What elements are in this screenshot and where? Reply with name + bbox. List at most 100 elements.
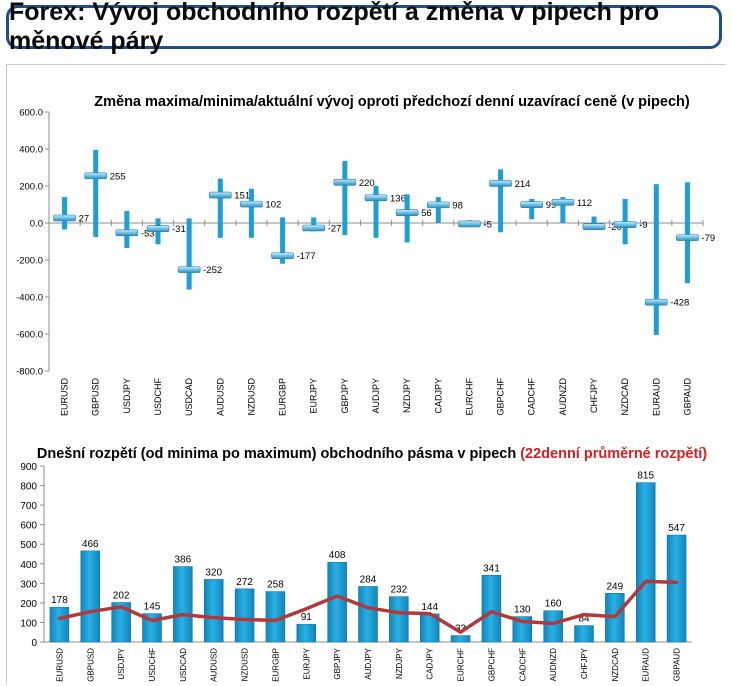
chart2-x-tick-label: EURAUD: [642, 648, 651, 682]
chart1-data-label: 112: [577, 198, 592, 209]
chart1-y-tick-label: -200.0: [16, 256, 43, 267]
chart1-range-bar: [529, 198, 535, 220]
chart2-range-bar: [481, 575, 502, 643]
chart1-range-bar: [684, 182, 690, 284]
chart2-data-label: 466: [82, 539, 99, 550]
chart1-current-marker: [240, 200, 263, 208]
chart2-data-label: 144: [421, 602, 438, 613]
page-title: Forex: Vývoj obchodního rozpětí a změna …: [9, 0, 660, 55]
chart2-y-tick-label: 900: [20, 462, 37, 473]
chart1-marks: 27 255 -53 -31 -252 151 102 -177 -27 220 136 56 98 -5…: [53, 149, 715, 335]
chart1-y-tick-label: -400.0: [16, 293, 43, 304]
chart1-current-marker: [426, 201, 450, 209]
chart1-current-marker: [115, 229, 139, 237]
chart1-current-marker: [146, 225, 170, 233]
chart1-current-marker: [271, 252, 294, 260]
chart2-data-label: 284: [360, 574, 377, 585]
chart1-current-marker: [676, 234, 699, 241]
chart1-current-marker: [520, 201, 544, 208]
chart2-data-label: 408: [329, 550, 346, 561]
chart2-x-tick-label: EURUSD: [55, 648, 64, 682]
chart1-range-bar: [217, 178, 223, 238]
chart1-range-bar: [591, 216, 597, 229]
chart1-y-tick-label: 0.0: [30, 219, 43, 230]
chart1-x-tick-label: AUDUSD: [215, 378, 225, 417]
chart2-data-label: 815: [637, 471, 654, 482]
chart1-x-tick-label: GBPJPY: [340, 378, 350, 414]
chart2-data-label: 91: [301, 612, 313, 623]
chart1-range-bar: [62, 197, 68, 230]
chart2-x-tick-label: AUDJPY: [364, 647, 373, 679]
chart1-x-tick-label: USDCHF: [153, 377, 163, 415]
chart1-data-label: -27: [328, 223, 342, 234]
chart2-range-bar: [49, 606, 70, 643]
chart2-x-tick-label: AUDNZD: [549, 648, 558, 682]
chart2-range-bar: [389, 596, 409, 643]
chart1-current-marker: [302, 224, 326, 232]
chart1-range-bar: [498, 169, 504, 233]
chart1-current-marker: [333, 179, 357, 186]
chart1-x-tick-label: NZDCAD: [620, 378, 630, 416]
chart1-data-label: 99: [546, 200, 557, 211]
chart2-data-label: 320: [205, 567, 222, 578]
chart2-x-tick-label: NZDUSD: [241, 648, 250, 682]
chart2-x-tick-label: CADCHF: [518, 648, 527, 681]
chart2-data-label: 33: [455, 624, 467, 635]
chart2-axes: 900 800 700 600 500 400 300 200 100 0 EURUSD GBPUSD…: [20, 462, 692, 682]
chart1-data-label: -79: [701, 233, 715, 244]
chart1-x-tick-label: AUDNZD: [558, 378, 568, 416]
chart2-range-bar: [80, 550, 101, 643]
chart2-y-tick-label: 0: [31, 638, 37, 649]
chart2-data-label: 202: [113, 590, 130, 601]
chart2-range-bar: [296, 623, 317, 643]
header-banner: Forex: Vývoj obchodního rozpětí a změna …: [6, 0, 722, 55]
chart2-x-tick-label: CHFJPY: [580, 647, 589, 679]
chart1-x-tick-label: CADJPY: [433, 378, 443, 414]
chart2-marks: 178 466 202 145 386 320 272 258 91 408 284 232 144 33…: [49, 471, 687, 643]
chart1-range-bar: [248, 188, 254, 238]
chart2-y-tick-label: 300: [20, 579, 37, 590]
chart2-x-tick-label: USDCHF: [148, 648, 157, 681]
chart2-range-bar: [666, 534, 687, 643]
chart1-data-label: -428: [670, 298, 689, 309]
chart1-current-marker: [489, 180, 512, 187]
chart2-x-tick-label: EURGBP: [271, 648, 280, 682]
chart1-x-tick-label: EURCHF: [464, 377, 474, 415]
chart1-range-bar: [404, 194, 410, 243]
chart2-x-tick-label: USDCAD: [179, 648, 188, 682]
chart2-x-tick-label: GBPCHF: [487, 648, 496, 681]
chart2-average-range-line: [57, 579, 679, 634]
chart2-title-main: Dnešní rozpětí (od minima po maximum) ob…: [37, 446, 516, 462]
chart2-range-bar: [358, 586, 378, 643]
chart2-data-label: 386: [175, 555, 192, 566]
chart2-range-bar: [327, 561, 347, 643]
chart1-current-marker: [395, 209, 419, 216]
chart1-y-tick-label: 600.0: [19, 108, 43, 119]
chart2-title-highlight: (22denní průměrné rozpětí): [520, 446, 707, 462]
chart2-y-tick-label: 700: [20, 501, 37, 512]
chart2-x-tick-label: EURJPY: [302, 647, 311, 679]
chart1-data-label: 56: [421, 208, 432, 219]
chart2-range-bar: [635, 482, 656, 643]
chart2-range-bar: [234, 588, 255, 643]
chart2-x-tick-label: GBPAUD: [673, 648, 682, 681]
chart1-range-bar: [93, 149, 99, 237]
chart2-data-label: 249: [607, 581, 624, 592]
chart2-data-label: 547: [668, 523, 685, 534]
chart1-data-label: -252: [203, 265, 222, 276]
chart1-current-marker: [84, 172, 108, 180]
chart1-x-tick-label: CADCHF: [527, 377, 537, 415]
chart1-current-marker: [644, 298, 668, 306]
chart2-x-tick-label: EURCHF: [457, 648, 466, 681]
chart1-current-marker: [364, 194, 388, 202]
chart1-x-tick-label: GBPAUD: [682, 378, 692, 416]
chart1-range-bar: [373, 186, 379, 238]
chart1-x-tick-label: USDJPY: [122, 378, 132, 414]
chart1-data-label: -9: [639, 220, 647, 231]
chart1-data-label: 98: [452, 200, 463, 211]
chart2-title: Dnešní rozpětí (od minima po maximum) ob…: [37, 446, 707, 462]
chart1-current-marker: [177, 266, 201, 273]
chart1-x-tick-label: EURJPY: [309, 378, 319, 414]
chart2-data-label: 258: [267, 580, 284, 591]
